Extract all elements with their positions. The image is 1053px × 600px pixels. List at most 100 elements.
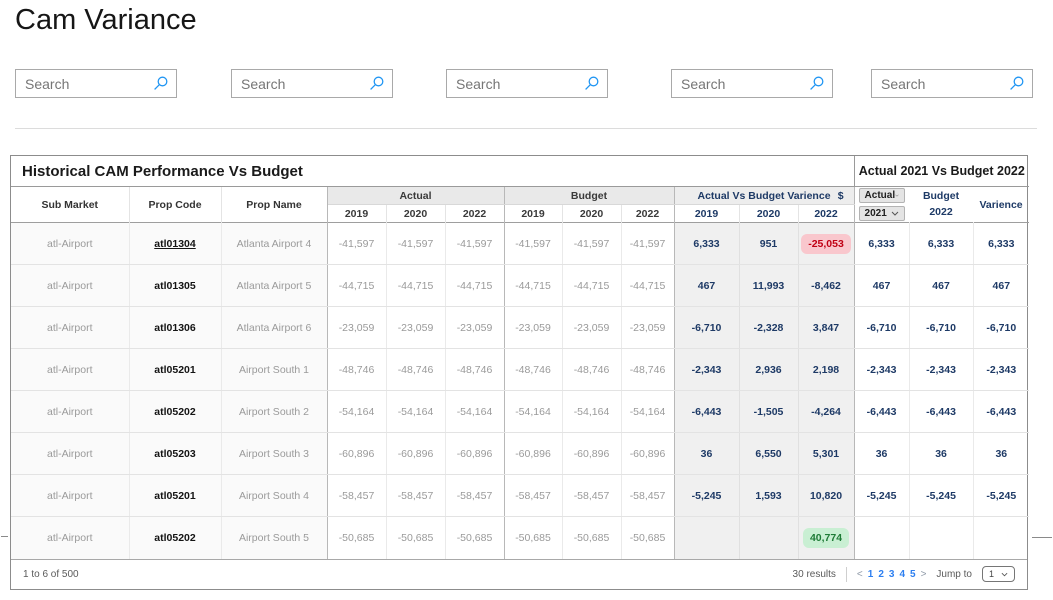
cell-variance-2022: -8,462 [798,264,855,307]
cell-budget-2022: -54,164 [621,390,675,433]
search-filter-1[interactable] [15,69,177,98]
search-filter-5[interactable] [871,69,1033,98]
cell-variance-2022: 5,301 [798,432,855,475]
cell-actual-2020: -44,715 [386,264,446,307]
cell-actual-2022: -41,597 [445,222,505,265]
cell-actual-2021: -2,343 [854,348,910,391]
cell-budget-2022: -48,746 [621,348,675,391]
year-header-actual-2022: 2022 [445,204,505,223]
jump-to-dropdown[interactable]: 1 [981,566,1015,582]
actual-metric-dropdown[interactable]: Actual [858,188,906,204]
cell-actual-2019: -58,457 [327,474,387,517]
actual-year-dropdown[interactable]: 2021 [858,205,906,221]
cell-varience: 6,333 [973,222,1030,265]
cell-budget-2020: -54,164 [562,390,622,433]
cell-prop-name: Airport South 1 [221,348,328,391]
cell-varience [973,517,1029,559]
cell-variance-2020: 6,550 [739,432,799,475]
cell-actual-2022: -23,059 [445,306,505,349]
cell-variance-2020: 951 [739,222,799,265]
column-header-prop-code: Prop Code [129,186,222,223]
search-icon [585,76,599,90]
search-filter-4[interactable] [671,69,833,98]
cell-prop-name: Airport South 5 [221,516,328,559]
year-header-variance-2019: 2019 [674,204,740,223]
cell-budget-2019: -54,164 [504,390,563,433]
column-header-varience: Varience [979,198,1023,211]
cell-actual-2020: -54,164 [386,390,446,433]
cell-variance-2022: -4,264 [798,390,855,433]
search-icon [1010,76,1024,90]
search-input[interactable] [879,74,1004,93]
cell-varience: 467 [973,264,1030,307]
search-input[interactable] [23,74,148,93]
cell-prop-name: Airport South 2 [221,390,328,433]
comparison-title: Actual 2021 Vs Budget 2022 [853,156,1030,187]
prop-code-link[interactable]: atl01306 [129,306,222,349]
search-filter-2[interactable] [231,69,393,98]
cell-variance-2022: 40,774 [798,516,855,559]
cell-variance-2022: -25,053 [798,222,855,265]
prop-code-link[interactable]: atl01305 [129,264,222,307]
page-button-2[interactable]: 2 [878,568,884,580]
search-input[interactable] [239,74,364,93]
search-filter-3[interactable] [446,69,608,98]
table-body: atl-Airport atl01304 Atlanta Airport 4 -41,… [11,222,1030,559]
group-header-variance: Actual Vs Budget Varience $ [674,186,855,205]
cell-varience: -5,245 [973,474,1030,517]
cell-sub-market: atl-Airport [11,222,130,265]
cell-budget-2019: -50,685 [504,516,563,559]
year-header-variance-2020: 2020 [739,204,799,223]
cell-budget-2020: -44,715 [562,264,622,307]
search-icon [810,76,824,90]
year-header-variance-2022: 2022 [798,204,855,223]
page-button-4[interactable]: 4 [899,568,905,580]
cell-variance-2022: 3,847 [798,306,855,349]
cell-actual-2020: -41,597 [386,222,446,265]
year-header-actual-2020: 2020 [386,204,446,223]
next-page-button[interactable]: > [920,568,927,580]
cell-variance-2019: 36 [674,432,740,475]
horizontal-divider [15,128,1037,129]
cell-actual-2022: -50,685 [445,516,505,559]
cell-budget-2020: -41,597 [562,222,622,265]
cell-budget-2022-comp: -6,710 [909,306,974,349]
page-button-5[interactable]: 5 [910,568,916,580]
cell-variance-2019: 6,333 [674,222,740,265]
prev-page-button[interactable]: < [856,568,863,580]
table-row: atl-Airport atl01304 Atlanta Airport 4 -41,… [11,222,1030,265]
results-count-label: 30 results [792,568,836,580]
cell-budget-2022: -23,059 [621,306,675,349]
prop-code-link[interactable]: atl05202 [129,390,222,433]
cell-varience: -6,710 [973,306,1030,349]
cell-variance-2019: -5,245 [674,474,740,517]
page-button-1[interactable]: 1 [867,568,874,580]
search-input[interactable] [679,74,804,93]
cell-actual-2021: -6,443 [854,390,910,433]
cell-actual-2020: -58,457 [386,474,446,517]
page-button-3[interactable]: 3 [888,568,895,580]
prop-code-link[interactable]: atl05202 [129,516,222,559]
prop-code-link[interactable]: atl05201 [129,348,222,391]
cell-actual-2020: -23,059 [386,306,446,349]
cell-actual-2020: -50,685 [386,516,446,559]
year-header-actual-2019: 2019 [327,204,387,223]
table-row: atl-Airport atl01305 Atlanta Airport 5 -44,… [11,264,1030,307]
cell-variance-2019: -6,710 [674,306,740,349]
cell-sub-market: atl-Airport [11,474,130,517]
cell-variance-2019: -2,343 [674,348,740,391]
cell-prop-name: Atlanta Airport 5 [221,264,328,307]
prop-code-link[interactable]: atl05201 [129,474,222,517]
dollar-unit: $ [837,189,844,202]
cell-budget-2022: -58,457 [621,474,675,517]
table-row: atl-Airport atl05202 Airport South 2 -54,16… [11,390,1030,433]
positive-variance-badge: 40,774 [802,527,850,548]
cell-actual-2021: 36 [854,432,910,475]
cell-variance-2020: 1,593 [739,474,799,517]
cell-budget-2019: -48,746 [504,348,563,391]
prop-code-link[interactable]: atl01304 [129,222,222,265]
chevron-down-icon [1001,572,1008,576]
prop-code-link[interactable]: atl05203 [129,432,222,475]
search-input[interactable] [454,74,579,93]
group-header-budget: Budget [504,186,675,205]
